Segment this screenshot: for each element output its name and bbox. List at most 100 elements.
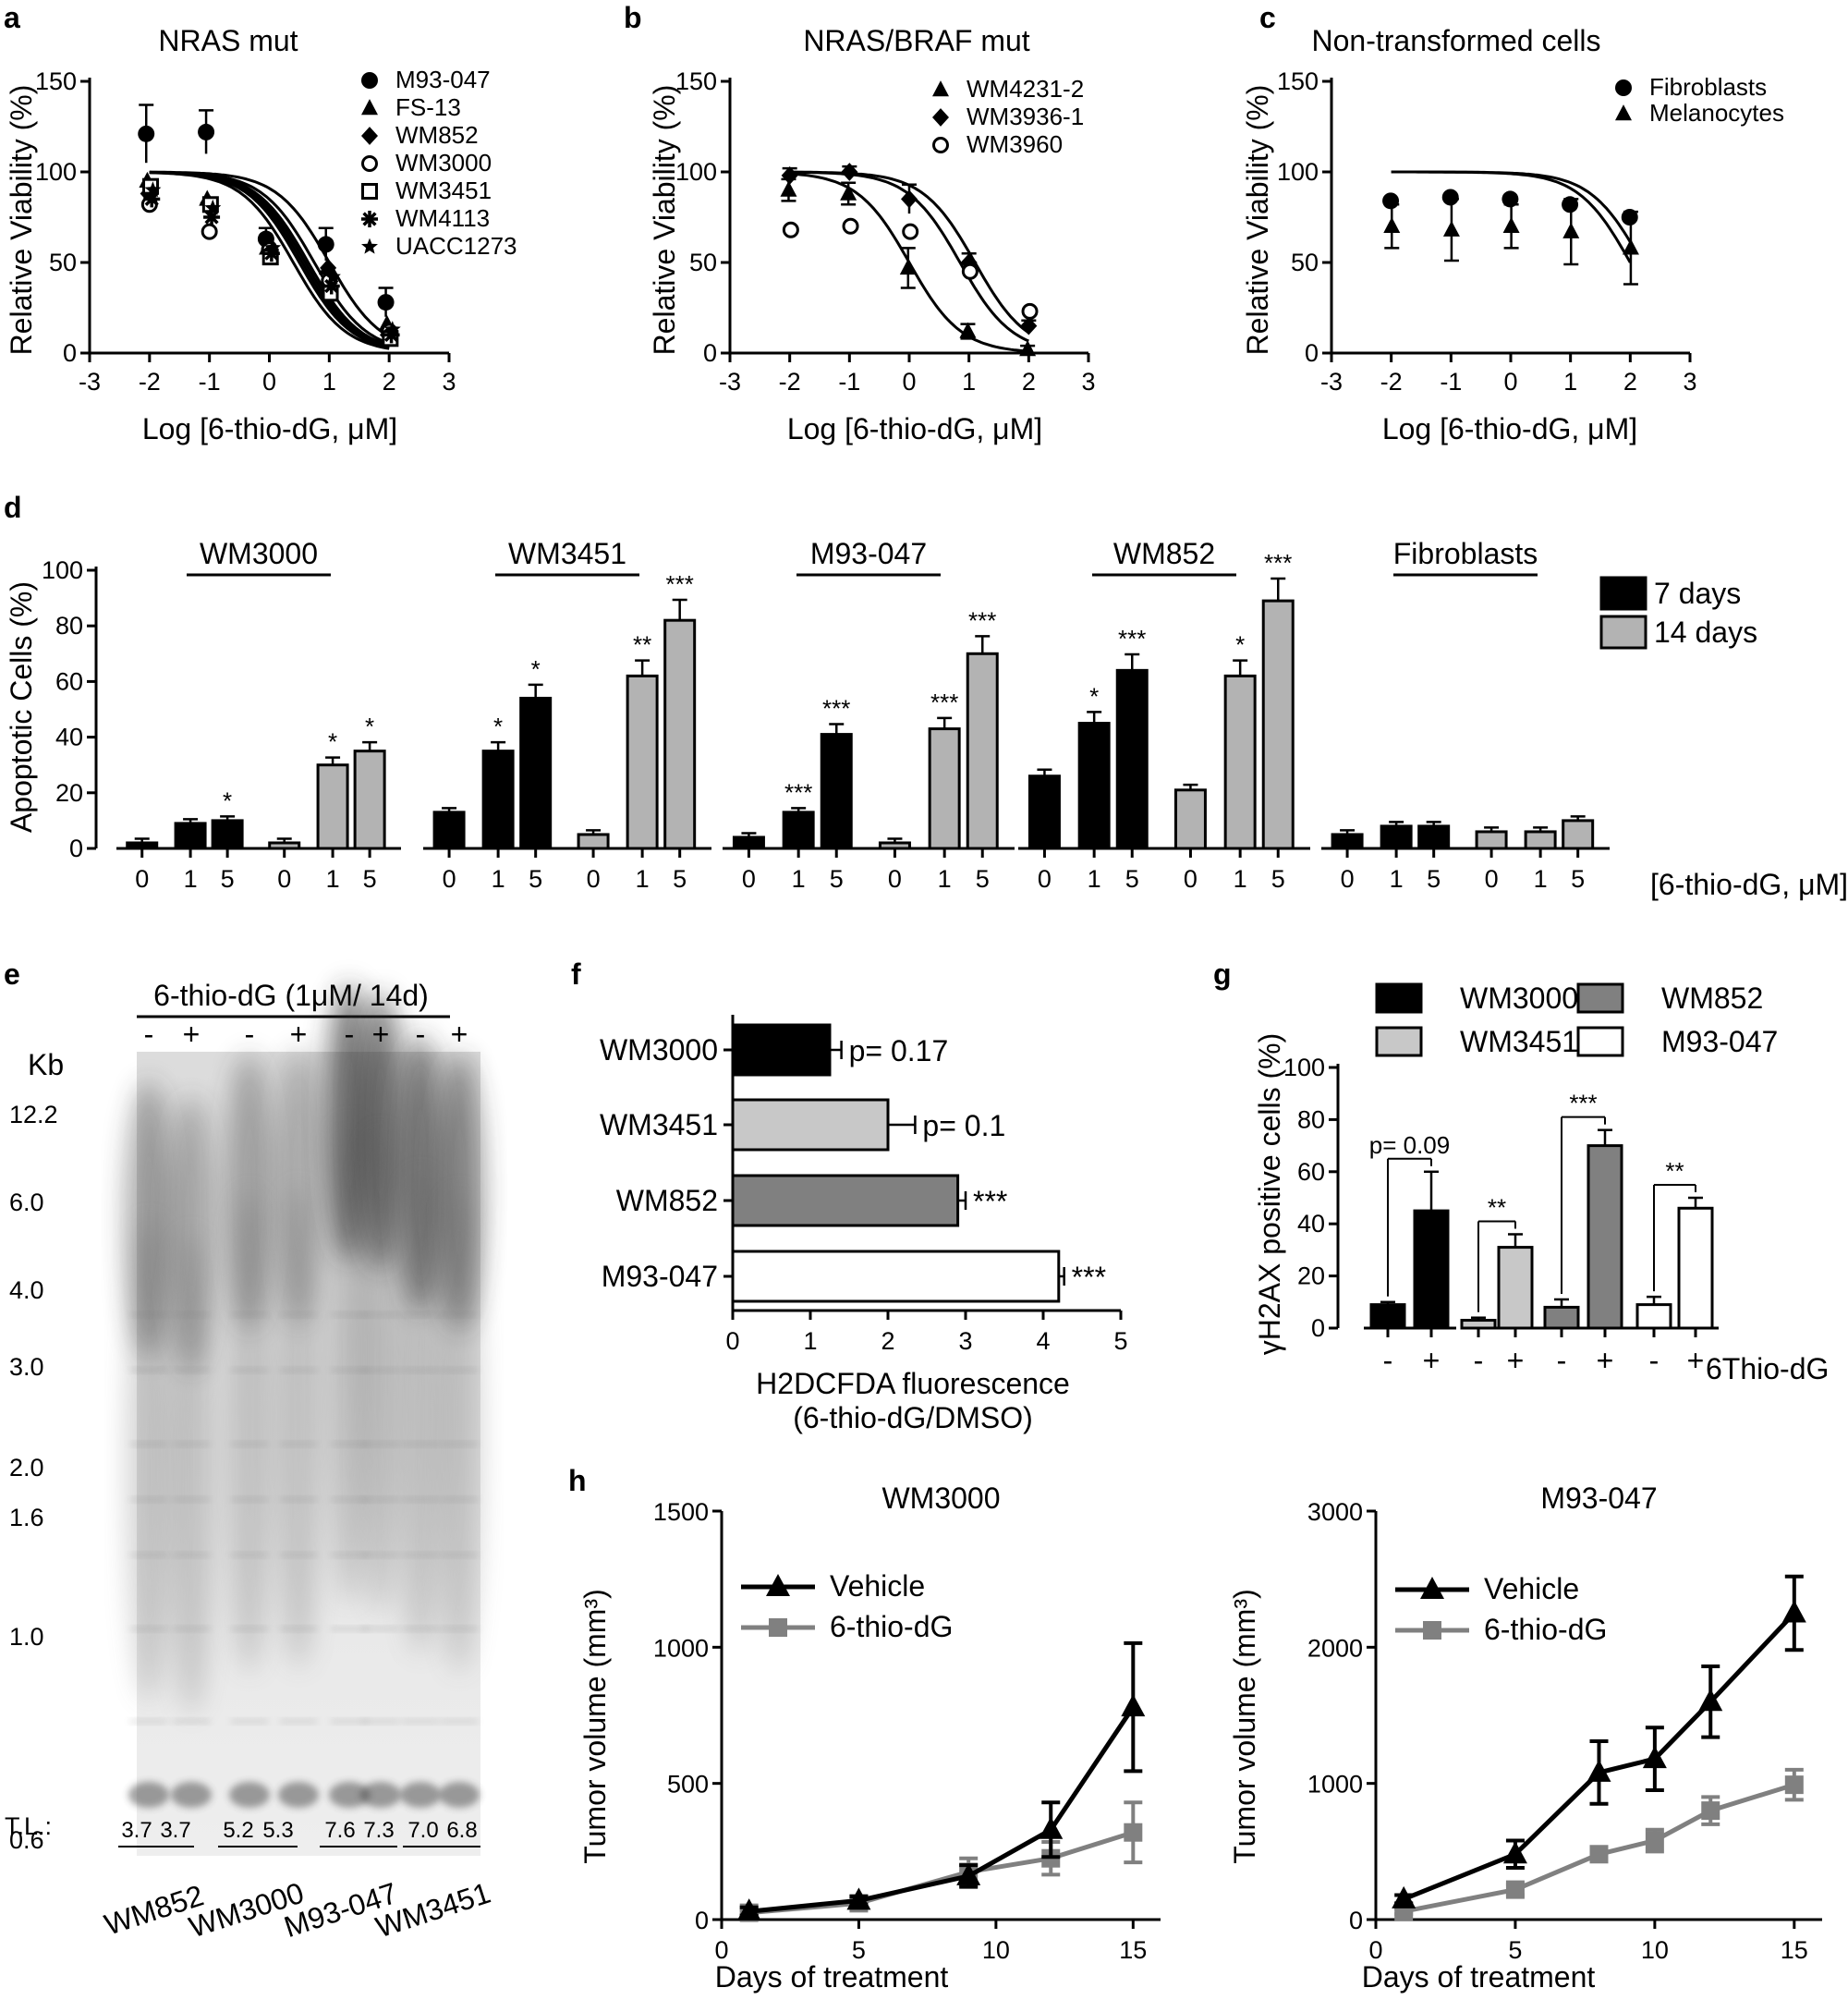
panel-h2-point-Vehicle <box>1392 1885 1416 1908</box>
panel-c-ytick-label: 0 <box>1305 339 1319 367</box>
gel-lane-sign-2: + <box>183 1018 201 1051</box>
gel-lane-lower-smear-3 <box>227 1192 272 1673</box>
panel-b-point-WM3960 <box>782 221 799 238</box>
panel-h1-point-Vehicle <box>956 1862 981 1885</box>
panel-d-bar-WM3000-7d-1 <box>174 822 207 850</box>
panel-c-point-Fibroblasts <box>1502 190 1519 208</box>
panel-g-legend-swatch-WM3451 <box>1375 1026 1423 1057</box>
panel-d-dose-label: 5 <box>221 865 235 893</box>
panel-h1-ylabel: Tumor volume (mm³) <box>578 1589 612 1863</box>
panel-c-xtick-label: -1 <box>1440 368 1462 396</box>
panel-a-legend-M93-047: M93-047 <box>395 66 491 93</box>
gel-lane-lower-smear-7 <box>398 1174 443 1654</box>
panel-label-d: d <box>4 491 22 524</box>
panel-c-legend-Fibroblasts: Fibroblasts <box>1649 73 1767 101</box>
panel-h1-ytick-label: 1000 <box>653 1634 709 1662</box>
panel-g-tick-label: + <box>1423 1344 1441 1377</box>
gel-tl-value-5: 7.6 <box>324 1818 355 1843</box>
gel-kb-label: Kb <box>28 1048 64 1081</box>
gel-kb-marker-12.2: 12.2 <box>9 1101 58 1128</box>
gel-tl-value-8: 6.8 <box>446 1818 477 1843</box>
panel-h1-line-6-thio-dG <box>748 1830 1135 1916</box>
gel-kb-marker-3.0: 3.0 <box>9 1353 44 1381</box>
panel-c-xtick-label: -3 <box>1320 368 1343 396</box>
panel-d-bar-WM3000-14d-0 <box>268 841 301 850</box>
panel-b-title: NRAS/BRAF mut <box>803 24 1029 57</box>
panel-b-point-WM3936-1 <box>781 166 798 185</box>
gel-lane-band-7 <box>402 1719 439 1724</box>
gel-tl-value-7: 7.0 <box>407 1818 438 1843</box>
panel-d-legend-swatch-0 <box>1599 576 1647 611</box>
panel-h1-point-Vehicle <box>846 1887 871 1910</box>
panel-label-e: e <box>4 957 20 991</box>
panel-h1-line-Vehicle <box>748 1705 1136 1914</box>
panel-d-dose-label: 0 <box>742 865 756 893</box>
gel-lane-band-6 <box>362 1553 399 1557</box>
panel-d-group-title-Fibroblasts: Fibroblasts <box>1393 537 1538 570</box>
panel-g-legend-swatch-WM3000 <box>1375 982 1423 1014</box>
gel-lane-band-8 <box>441 1719 478 1724</box>
panel-h1-ytick-label: 500 <box>667 1771 709 1799</box>
panel-c-legend-marker-Fibroblasts <box>1615 79 1632 96</box>
gel-lane-sign-3: - <box>245 1018 255 1051</box>
panel-d-ytick-label: 100 <box>42 556 83 584</box>
panel-g-significance-M93-047: ** <box>1665 1157 1684 1185</box>
panel-c-fit-curve <box>1391 170 1632 263</box>
panel-c-ytick-label: 150 <box>1277 67 1319 95</box>
panel-d-bar-WM852-14d-5 <box>1261 599 1295 850</box>
panel-d-dose-label: 5 <box>1125 865 1139 893</box>
panel-b-point-WM4231-2 <box>840 184 857 201</box>
gel-lane-band-4 <box>280 1553 317 1557</box>
panel-b-point-WM4231-2 <box>1019 340 1037 357</box>
panel-h2-legend-label-6-thio-dG: 6-thio-dG <box>1484 1613 1607 1646</box>
gel-lane-band-6 <box>362 1719 399 1724</box>
gel-tl-value-1: 3.7 <box>121 1818 152 1843</box>
panel-h2-point-Vehicle <box>1698 1689 1723 1712</box>
panel-b-point-WM3960 <box>1021 302 1039 320</box>
gel-lane-sign-6: + <box>372 1018 390 1051</box>
panel-g-bar-WM3000-plus <box>1413 1209 1450 1330</box>
panel-d-significance: * <box>493 713 503 740</box>
panel-label-c: c <box>1259 1 1276 34</box>
panel-h2-point-Vehicle <box>1502 1841 1527 1864</box>
panel-d-bar-WM3451-14d-0 <box>577 833 610 850</box>
panel-a-legend-WM852: WM852 <box>395 121 479 149</box>
panel-g-bar-WM852-plus <box>1587 1144 1623 1330</box>
gel-lane-band-2 <box>173 1442 210 1446</box>
gel-lane-band-1 <box>130 1719 167 1724</box>
panel-h1-point-Vehicle <box>1121 1694 1146 1717</box>
panel-a-point-UACC1273 <box>323 268 341 285</box>
panel-g-significance-WM852: *** <box>1569 1090 1597 1117</box>
panel-c-legend-marker-Melanocytes <box>1615 104 1632 121</box>
panel-d-dose-label: 5 <box>1427 865 1441 893</box>
panel-f-category-M93-047: M93-047 <box>602 1260 718 1293</box>
gel-tl-value-4: 5.3 <box>262 1818 293 1843</box>
panel-b-point-WM3936-1 <box>1020 316 1038 335</box>
panel-c-point-Melanocytes <box>1442 220 1460 237</box>
panel-d-group-title-M93-047: M93-047 <box>810 537 927 570</box>
panel-h2-ytick-label: 3000 <box>1307 1498 1363 1526</box>
panel-d-significance: * <box>1235 631 1245 659</box>
panel-d-bar-WM852-7d-5 <box>1115 668 1149 850</box>
panel-d-significance: * <box>531 655 541 683</box>
panel-d-significance: *** <box>784 778 812 806</box>
gel-lane-band-7 <box>402 1368 439 1372</box>
gel-lane-band-2 <box>173 1719 210 1724</box>
panel-g-bar-WM3451-plus <box>1497 1246 1534 1330</box>
panel-d-significance: * <box>223 787 232 814</box>
panel-b-xlabel: Log [6-thio-dG, μM] <box>787 412 1042 445</box>
gel-lane-band-4 <box>280 1627 317 1631</box>
panel-d-bar-M93-047-7d-0 <box>732 835 765 850</box>
panel-b-ytick-label: 150 <box>675 67 717 95</box>
gel-lane-band-7 <box>402 1442 439 1446</box>
panel-d-ytick-label: 60 <box>55 667 83 695</box>
panel-a-point-M93-047 <box>317 236 334 253</box>
panel-g-tick-label: - <box>1557 1344 1567 1377</box>
panel-f-xtick-label: 4 <box>1036 1327 1050 1355</box>
panel-g-significance-WM3000: p= 0.09 <box>1369 1131 1450 1159</box>
panel-d-significance: ** <box>633 631 651 659</box>
panel-a-legend-marker-WM3000 <box>361 155 378 172</box>
panel-g-tick-label: + <box>1687 1344 1705 1377</box>
panel-b-point-WM3960 <box>961 262 979 280</box>
